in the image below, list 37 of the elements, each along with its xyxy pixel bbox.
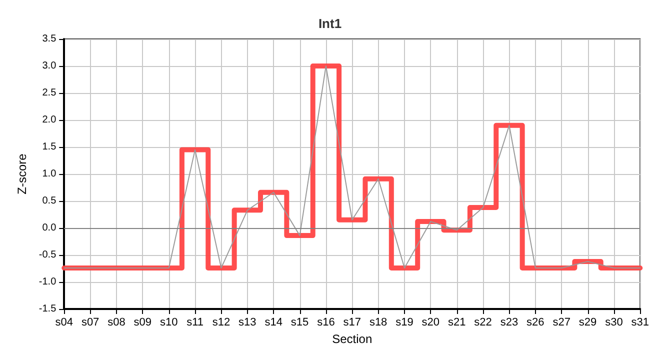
x-tick-label: s09 xyxy=(134,316,152,328)
x-tick-label: s15 xyxy=(290,316,309,328)
x-tick-label: s10 xyxy=(160,316,178,328)
x-tick-label: s08 xyxy=(108,316,126,328)
x-axis-title: Section xyxy=(332,332,372,346)
y-axis-title: Z-score xyxy=(15,153,29,194)
y-tick-label: 1.0 xyxy=(42,168,57,180)
y-tick-label: 1.5 xyxy=(42,142,57,152)
y-tick-label: 0.0 xyxy=(42,222,57,234)
y-tick-label: 0.5 xyxy=(42,196,57,206)
y-tick-label: 3.5 xyxy=(42,34,57,44)
x-tick-label: s11 xyxy=(186,316,204,328)
chart-title: Int1 xyxy=(318,16,342,31)
x-tick-label: s20 xyxy=(422,316,440,328)
x-tick-label: s22 xyxy=(474,316,492,328)
y-tick-label: 3.0 xyxy=(42,60,57,72)
y-tick-label: 2.5 xyxy=(42,88,57,98)
x-tick-label: s29 xyxy=(578,316,597,328)
x-tick-label: s21 xyxy=(448,316,466,328)
y-tick-label: 2.0 xyxy=(42,114,57,126)
x-tick-label: s27 xyxy=(552,316,570,328)
x-tick-label: s07 xyxy=(81,316,100,328)
x-tick-label: s26 xyxy=(526,316,544,328)
x-tick-label: s04 xyxy=(55,316,74,328)
x-tick-label: s18 xyxy=(369,316,388,328)
y-tick-label: -1.0 xyxy=(38,276,57,288)
x-tick-label: s23 xyxy=(500,316,518,328)
x-tick-label: s30 xyxy=(605,316,623,328)
x-tick-label: s13 xyxy=(238,316,256,328)
x-tick-label: s12 xyxy=(212,316,230,328)
x-tick-label: s31 xyxy=(631,316,650,328)
x-tick-label: s17 xyxy=(343,316,362,328)
y-tick-label: -1.5 xyxy=(38,304,57,314)
y-tick-label: -0.5 xyxy=(38,250,57,260)
x-tick-label: s14 xyxy=(264,316,282,328)
x-tick-label: s16 xyxy=(317,316,335,328)
x-tick-label: s19 xyxy=(396,316,414,328)
